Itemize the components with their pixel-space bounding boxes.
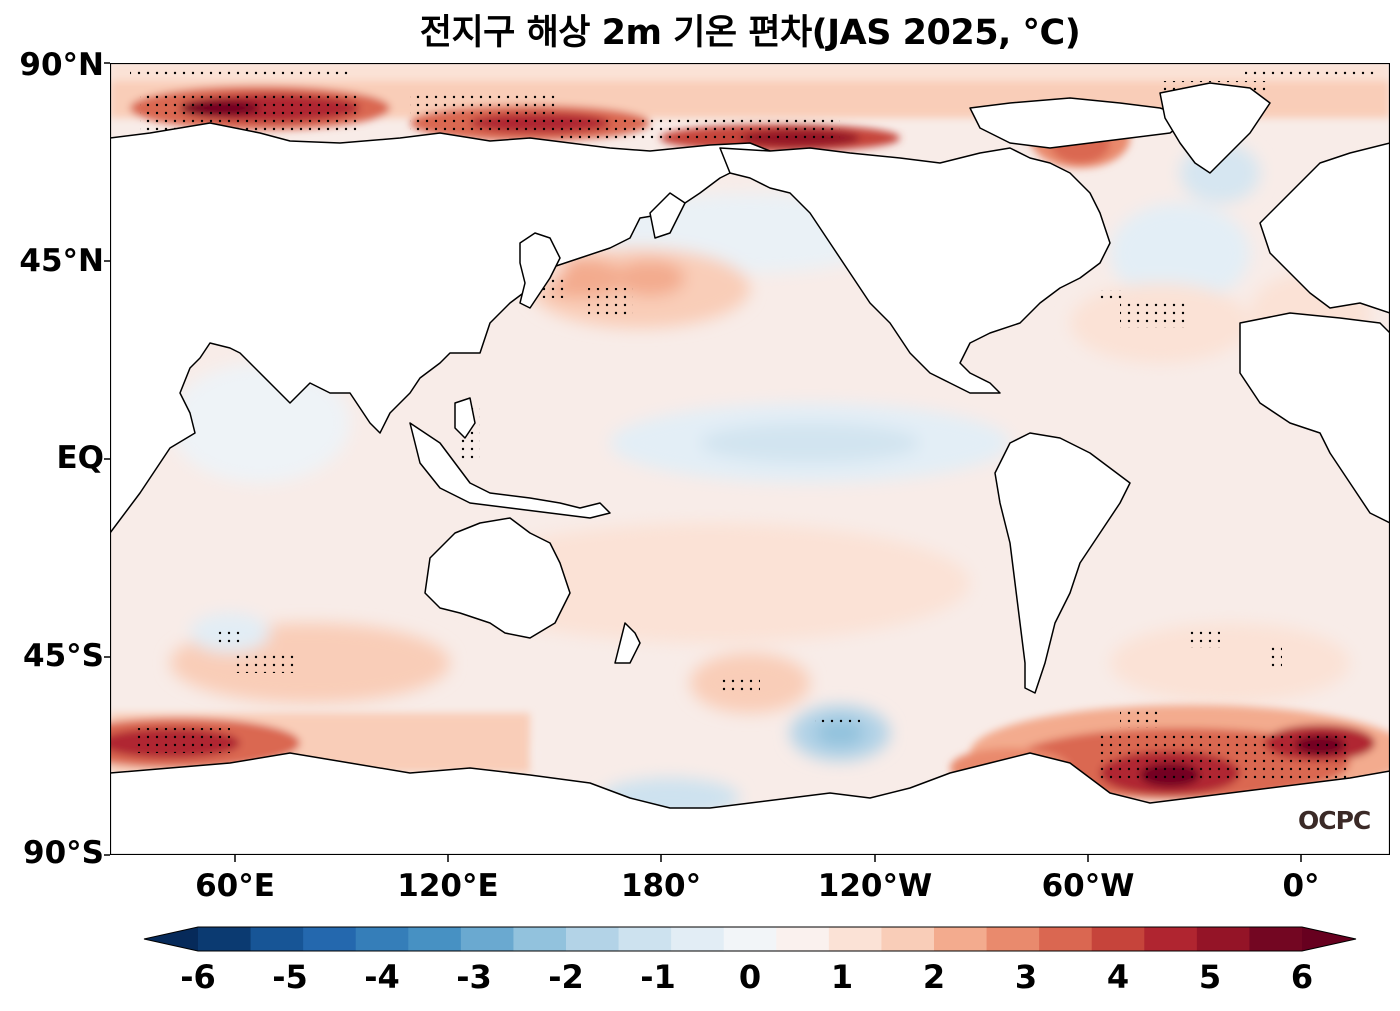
colorbar-tick-label: 0 <box>738 958 762 996</box>
colorbar-segment <box>828 927 882 951</box>
colorbar-tick-label: 1 <box>830 958 854 996</box>
colorbar-tick-label: 3 <box>1014 958 1038 996</box>
colorbar-tick-label: 2 <box>922 958 946 996</box>
lon-label-60w: 60°W <box>1041 868 1135 904</box>
colorbar-segment <box>618 927 672 951</box>
colorbar-outline <box>143 926 1357 952</box>
colorbar <box>143 926 1357 952</box>
colorbar-segment <box>1249 927 1303 951</box>
colorbar-tick-label: 6 <box>1290 958 1314 996</box>
land-philippines <box>454 397 476 439</box>
colorbar-segment <box>198 927 252 951</box>
lon-label-120e: 120°E <box>397 868 499 904</box>
colorbar-segment <box>723 927 777 951</box>
colorbar-tick-label: -1 <box>640 958 676 996</box>
colorbar-segment <box>303 927 357 951</box>
anomaly-map <box>110 63 1390 855</box>
map-panel <box>110 63 1390 855</box>
lat-ticks <box>104 62 110 856</box>
colorbar-segment <box>1196 927 1250 951</box>
colorbar-segment <box>881 927 935 951</box>
colorbar-segment <box>513 927 567 951</box>
land-africa <box>1239 312 1390 524</box>
colorbar-segment <box>671 927 725 951</box>
land-new-zealand <box>614 622 641 664</box>
colorbar-segment <box>1039 927 1093 951</box>
colorbar-segment <box>1144 927 1198 951</box>
map-border <box>110 63 1390 855</box>
lat-label-90s: 90°S <box>23 835 104 871</box>
lon-ticks <box>234 855 1302 862</box>
land-europe <box>1259 142 1390 314</box>
lat-label-90n: 90°N <box>19 47 104 83</box>
land-eurasia <box>110 122 771 534</box>
map-title: 전지구 해상 2m 기온 편차(JAS 2025, °C) <box>419 13 1081 53</box>
colorbar-segment <box>355 927 409 951</box>
colorbar-under-arrow <box>144 927 198 951</box>
lat-label-45n: 45°N <box>19 243 104 279</box>
land-arctic-islands <box>969 97 1191 149</box>
land-masses <box>110 82 1390 855</box>
land-indonesia <box>409 422 611 519</box>
colorbar-segment <box>1091 927 1145 951</box>
land-north-america <box>719 147 1111 394</box>
colorbar-tick-label: -6 <box>180 958 216 996</box>
colorbar-tick-label: -4 <box>364 958 400 996</box>
land-japan <box>519 232 561 309</box>
colorbar-segment <box>408 927 462 951</box>
colorbar-segment <box>986 927 1040 951</box>
colorbar-tick-label: -2 <box>548 958 584 996</box>
lon-label-0: 0° <box>1282 868 1320 904</box>
ocpc-logo: OCPC <box>1298 806 1371 835</box>
lon-label-180: 180° <box>620 868 702 904</box>
lat-label-45s: 45°S <box>23 638 104 674</box>
colorbar-segment <box>566 927 620 951</box>
land-south-america <box>994 432 1131 694</box>
lon-label-120w: 120°W <box>817 868 933 904</box>
colorbar-over-arrow <box>1302 927 1356 951</box>
colorbar-segment <box>776 927 830 951</box>
colorbar-segment <box>934 927 988 951</box>
colorbar-tick-label: -5 <box>272 958 308 996</box>
colorbar-segment <box>250 927 304 951</box>
colorbar-segment <box>460 927 514 951</box>
land-antarctica <box>110 752 1390 855</box>
colorbar-tick-label: 5 <box>1198 958 1222 996</box>
significance-stippling <box>130 69 1375 783</box>
land-kamchatka <box>649 192 686 239</box>
lon-label-60e: 60°E <box>195 868 275 904</box>
land-australia <box>424 517 571 639</box>
colorbar-tick-label: 4 <box>1106 958 1130 996</box>
colorbar-tick-label: -3 <box>456 958 492 996</box>
lat-label-eq: EQ <box>56 440 104 476</box>
land-greenland <box>1159 82 1271 174</box>
